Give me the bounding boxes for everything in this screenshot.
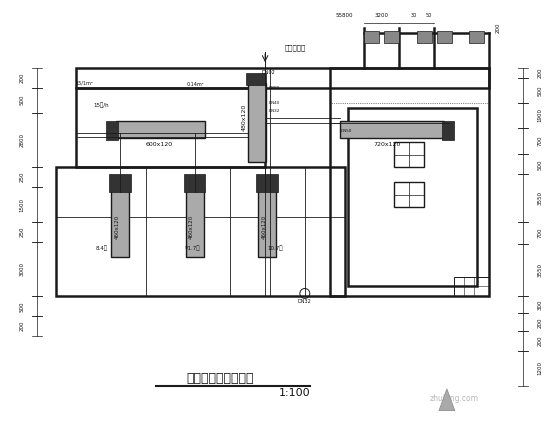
Text: 3000: 3000 bbox=[20, 262, 25, 276]
Text: 3550: 3550 bbox=[537, 263, 542, 277]
Text: 250: 250 bbox=[20, 172, 25, 182]
Text: DN32: DN32 bbox=[298, 299, 312, 304]
Text: 200: 200 bbox=[537, 336, 542, 346]
Bar bbox=[469, 31, 484, 43]
Text: 460x120: 460x120 bbox=[115, 215, 120, 239]
Text: 480x120: 480x120 bbox=[242, 104, 247, 131]
Text: 2800: 2800 bbox=[20, 133, 25, 147]
Text: 700: 700 bbox=[537, 227, 542, 238]
Bar bbox=[111, 187, 129, 257]
Text: 15㎡/h: 15㎡/h bbox=[94, 102, 109, 108]
Text: 30: 30 bbox=[411, 13, 417, 18]
Bar bbox=[394, 182, 424, 207]
Text: ¥1.7㎡: ¥1.7㎡ bbox=[185, 245, 200, 251]
Bar bbox=[384, 31, 399, 43]
Text: DN02: DN02 bbox=[261, 70, 275, 76]
Bar bbox=[116, 121, 206, 138]
Text: 1500: 1500 bbox=[20, 197, 25, 211]
Text: 250: 250 bbox=[20, 227, 25, 237]
Bar bbox=[109, 174, 131, 192]
Text: 1:100: 1:100 bbox=[279, 388, 311, 398]
Text: 200: 200 bbox=[496, 23, 501, 33]
Text: DN80: DN80 bbox=[268, 86, 280, 90]
Text: 500: 500 bbox=[20, 95, 25, 106]
Text: 50: 50 bbox=[426, 13, 432, 18]
Bar bbox=[437, 31, 452, 43]
Text: 700: 700 bbox=[537, 136, 542, 146]
Text: zhulong.com: zhulong.com bbox=[430, 394, 478, 403]
Bar bbox=[442, 121, 454, 141]
Bar bbox=[57, 167, 344, 296]
Text: 新空调机组: 新空调机组 bbox=[284, 45, 306, 51]
Bar bbox=[339, 121, 444, 138]
Bar bbox=[184, 174, 206, 192]
Bar bbox=[106, 121, 118, 141]
Bar bbox=[258, 187, 276, 257]
Text: 600x120: 600x120 bbox=[145, 142, 172, 147]
Text: DN50: DN50 bbox=[341, 129, 352, 133]
Text: 500: 500 bbox=[20, 301, 25, 311]
Bar bbox=[76, 68, 489, 88]
Bar bbox=[394, 143, 424, 167]
Bar bbox=[348, 108, 477, 287]
Text: 300: 300 bbox=[537, 300, 542, 310]
Bar bbox=[454, 276, 489, 296]
Text: 200: 200 bbox=[20, 321, 25, 332]
Text: 200: 200 bbox=[537, 68, 542, 78]
Text: 10.7㎡: 10.7㎡ bbox=[267, 245, 283, 251]
Text: 15/1m²: 15/1m² bbox=[76, 80, 93, 85]
Text: 3200: 3200 bbox=[374, 13, 388, 18]
Bar bbox=[76, 88, 265, 167]
Text: 会所空调及管道平面: 会所空调及管道平面 bbox=[186, 372, 254, 385]
Text: 1900: 1900 bbox=[537, 108, 542, 122]
Bar bbox=[248, 83, 266, 162]
Text: 460x120: 460x120 bbox=[262, 215, 267, 239]
Bar bbox=[417, 31, 432, 43]
Text: 200: 200 bbox=[20, 73, 25, 83]
Text: DN40: DN40 bbox=[268, 101, 279, 105]
Text: DN32: DN32 bbox=[268, 108, 280, 113]
Bar bbox=[246, 73, 266, 85]
Text: 460x120: 460x120 bbox=[189, 215, 194, 239]
Bar bbox=[330, 68, 489, 296]
Bar bbox=[256, 174, 278, 192]
Text: 55800: 55800 bbox=[336, 13, 353, 18]
Text: 500: 500 bbox=[537, 159, 542, 170]
Text: 3550: 3550 bbox=[537, 191, 542, 205]
Text: 0.14m²: 0.14m² bbox=[186, 82, 204, 87]
Polygon shape bbox=[439, 389, 455, 411]
Text: 8.4㎡: 8.4㎡ bbox=[95, 245, 107, 251]
Bar bbox=[365, 31, 379, 43]
Text: 200: 200 bbox=[537, 317, 542, 327]
Text: 1200: 1200 bbox=[537, 362, 542, 376]
Text: 720x120: 720x120 bbox=[374, 142, 401, 147]
Bar bbox=[185, 187, 203, 257]
Text: 500: 500 bbox=[537, 85, 542, 95]
